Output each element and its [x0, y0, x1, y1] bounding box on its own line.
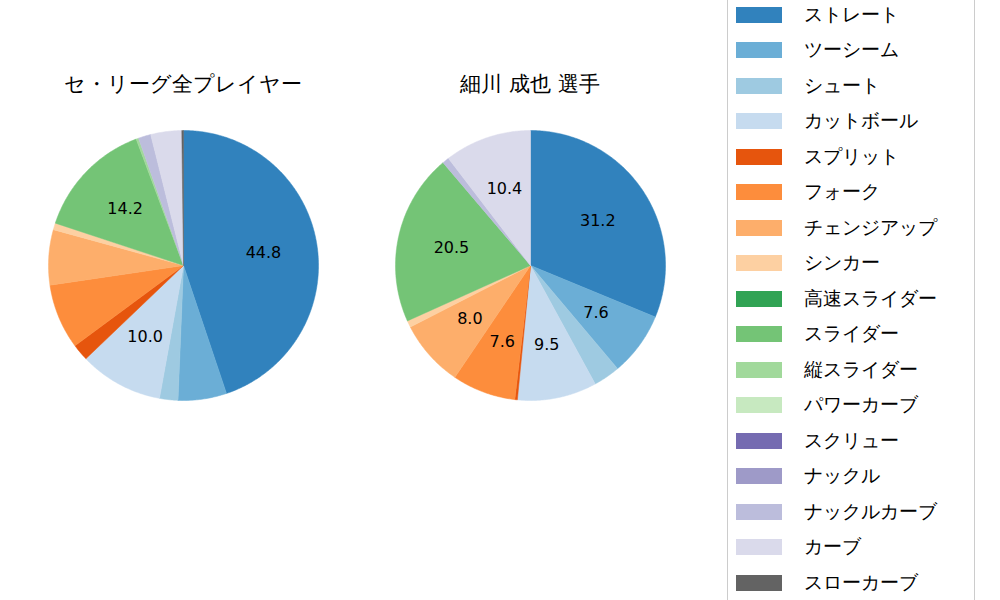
- html-text:スプリット: スプリット: [804, 144, 899, 167]
- svg-text:10.4: 10.4: [487, 179, 523, 198]
- svg-text:8.0: 8.0: [457, 309, 482, 328]
- html-text:シュート: シュート: [804, 73, 880, 96]
- html-text:ツーシーム: ツーシーム: [804, 38, 899, 61]
- html-text:セ・リーグ全プレイヤー: セ・リーグ全プレイヤー: [64, 72, 302, 96]
- svg-text:44.8: 44.8: [246, 243, 282, 262]
- html-text:フォーク: フォーク: [804, 180, 880, 203]
- html-text:カットボール: カットボール: [804, 109, 918, 132]
- html-text:細川 成也 選手: 細川 成也 選手: [460, 72, 600, 96]
- svg-text:20.5: 20.5: [434, 238, 470, 257]
- svg-text:9.5: 9.5: [534, 335, 559, 354]
- html-text:カーブ: カーブ: [804, 535, 861, 558]
- html-text:縦スライダー: 縦スライダー: [804, 357, 918, 380]
- html-text:ナックルカーブ: ナックルカーブ: [804, 499, 937, 522]
- html-text:ストレート: ストレート: [804, 2, 899, 25]
- svg-text:7.6: 7.6: [490, 332, 515, 351]
- html-text:シンカー: シンカー: [804, 251, 880, 274]
- svg-text:14.2: 14.2: [107, 199, 143, 218]
- html-text:スクリュー: スクリュー: [804, 428, 899, 451]
- svg-text:7.6: 7.6: [583, 303, 608, 322]
- html-text:スライダー: スライダー: [804, 322, 899, 345]
- svg-text:10.0: 10.0: [127, 327, 163, 346]
- html-text:チェンジアップ: チェンジアップ: [804, 215, 937, 238]
- svg-text:31.2: 31.2: [580, 211, 616, 230]
- html-text:パワーカーブ: パワーカーブ: [804, 393, 918, 416]
- html-text:高速スライダー: 高速スライダー: [804, 286, 937, 309]
- html-text:スローカーブ: スローカーブ: [804, 570, 918, 593]
- html-text:ナックル: ナックル: [804, 464, 880, 487]
